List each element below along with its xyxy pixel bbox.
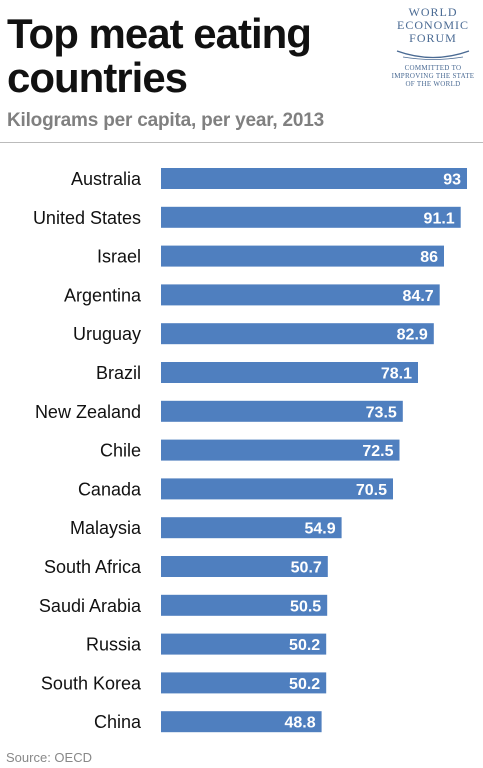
bar-south-korea xyxy=(161,672,327,694)
value-label: 54.9 xyxy=(304,521,335,538)
value-label: 50.2 xyxy=(289,676,320,693)
value-label: 86 xyxy=(420,249,438,266)
bar-malaysia xyxy=(161,517,342,539)
value-label: 70.5 xyxy=(356,482,387,499)
category-label: Malaysia xyxy=(70,518,142,538)
category-label: Brazil xyxy=(96,363,141,383)
category-label: South Africa xyxy=(44,557,142,577)
logo-name-line3: FORUM xyxy=(409,31,457,45)
logo-name-line2: ECONOMIC xyxy=(396,18,469,32)
category-label: Chile xyxy=(100,441,141,461)
logo-tagline-line2: IMPROVING THE STATE xyxy=(391,72,475,80)
value-label: 73.5 xyxy=(366,404,397,421)
bar-argentina xyxy=(161,284,440,306)
bar-uruguay xyxy=(161,323,434,345)
category-label: Israel xyxy=(97,247,141,267)
bar-south-africa xyxy=(161,556,328,577)
value-label: 72.5 xyxy=(362,443,393,460)
value-label: 50.2 xyxy=(289,637,320,654)
category-label: Uruguay xyxy=(73,324,141,344)
bar-russia xyxy=(161,633,327,655)
source-note: Source: OECD xyxy=(6,750,92,765)
chart-subtitle: Kilograms per capita, per year, 2013 xyxy=(7,110,325,131)
category-label: Russia xyxy=(86,635,142,655)
category-label: Argentina xyxy=(64,285,142,305)
logo-tagline-line1: COMMITTED TO xyxy=(404,64,462,72)
globe-arc-icon xyxy=(396,50,470,60)
value-label: 78.1 xyxy=(381,366,412,383)
bar-new-zealand xyxy=(161,400,403,422)
wef-logo: WORLD ECONOMIC FORUM COMMITTED TO IMPROV… xyxy=(388,5,478,89)
category-label: United States xyxy=(33,208,141,228)
bar-china xyxy=(161,711,322,733)
logo-name-line1: WORLD xyxy=(408,5,458,19)
value-label: 82.9 xyxy=(397,327,428,344)
bar-brazil xyxy=(161,362,418,383)
value-label: 48.8 xyxy=(284,715,315,732)
value-label: 84.7 xyxy=(403,288,434,305)
bar-israel xyxy=(161,245,444,267)
category-label: Australia xyxy=(71,169,142,189)
bar-canada xyxy=(161,478,393,500)
category-label: New Zealand xyxy=(35,402,141,422)
bar-australia xyxy=(161,168,467,189)
category-label: Canada xyxy=(78,479,142,499)
bar-saudi-arabia xyxy=(161,594,328,616)
category-label: South Korea xyxy=(41,673,142,693)
chart-title: Top meat eating countries xyxy=(7,10,312,101)
bar-united-states xyxy=(161,206,461,228)
value-label: 50.5 xyxy=(290,598,321,615)
header-divider xyxy=(0,142,483,143)
value-label: 93 xyxy=(443,172,461,189)
value-label: 91.1 xyxy=(424,210,455,227)
value-label: 50.7 xyxy=(291,560,322,577)
bar-chart: Australia 93 United States 91.1 Israel 86 Arge… xyxy=(33,168,467,733)
category-label: Saudi Arabia xyxy=(39,596,142,616)
category-label: China xyxy=(94,712,142,732)
logo-tagline-line3: OF THE WORLD xyxy=(405,80,461,88)
bar-chile xyxy=(161,439,400,461)
